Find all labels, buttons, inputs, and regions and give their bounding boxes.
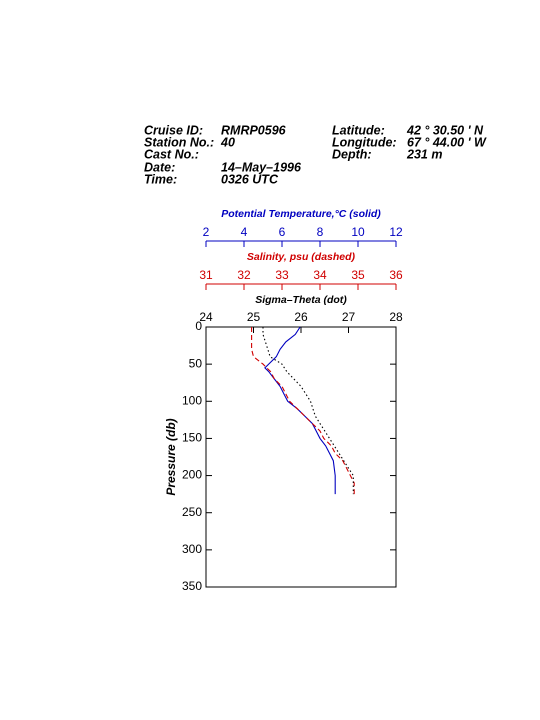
header-label: Cast No.: <box>144 147 199 161</box>
header-label: Latitude: <box>332 123 385 137</box>
tick-label: 27 <box>342 310 356 324</box>
axis-title: Potential Temperature,°C (solid) <box>221 208 381 220</box>
header-value: 0326 UTC <box>221 172 279 186</box>
axis-title: Salinity, psu (dashed) <box>247 251 356 263</box>
tick-label: 8 <box>317 225 324 239</box>
profile-line <box>251 327 355 495</box>
header-label: Longitude: <box>332 135 397 149</box>
header-value: 231 m <box>406 147 442 161</box>
tick-label: 6 <box>279 225 286 239</box>
y-tick-label: 300 <box>182 542 202 556</box>
y-tick-label: 0 <box>195 319 202 333</box>
y-tick-label: 150 <box>182 431 202 445</box>
y-tick-label: 50 <box>189 356 203 370</box>
tick-label: 34 <box>313 268 327 282</box>
header-value: 42 ° 30.50 ' N <box>406 123 484 137</box>
header-label: Depth: <box>332 147 372 161</box>
tick-label: 28 <box>389 310 403 324</box>
header-value: 14–May–1996 <box>221 160 302 174</box>
tick-label: 33 <box>275 268 289 282</box>
tick-label: 35 <box>351 268 365 282</box>
y-tick-label: 350 <box>182 579 202 593</box>
profile-line <box>264 326 336 495</box>
header-label: Date: <box>144 160 175 174</box>
header-value: RMRP0596 <box>221 123 287 137</box>
y-axis-title: Pressure (db) <box>164 418 178 495</box>
header-label: Time: <box>144 172 177 186</box>
tick-label: 24 <box>199 310 213 324</box>
plot-frame <box>205 326 397 588</box>
profile-line <box>262 327 354 495</box>
header-label: Cruise ID: <box>144 123 203 137</box>
axis-title: Sigma–Theta (dot) <box>255 294 347 306</box>
tick-label: 4 <box>241 225 248 239</box>
y-tick-label: 200 <box>182 468 202 482</box>
tick-label: 36 <box>389 268 403 282</box>
tick-label: 32 <box>237 268 251 282</box>
tick-label: 31 <box>199 268 213 282</box>
y-tick-label: 250 <box>182 505 202 519</box>
tick-label: 2 <box>203 225 210 239</box>
tick-label: 10 <box>351 225 365 239</box>
tick-label: 25 <box>247 310 261 324</box>
y-tick-label: 100 <box>182 393 202 407</box>
tick-label: 12 <box>389 225 403 239</box>
header-value: 40 <box>220 135 235 149</box>
header-label: Station No.: <box>144 135 214 149</box>
header-value: 67 ° 44.00 ' W <box>407 135 487 149</box>
tick-label: 26 <box>294 310 308 324</box>
